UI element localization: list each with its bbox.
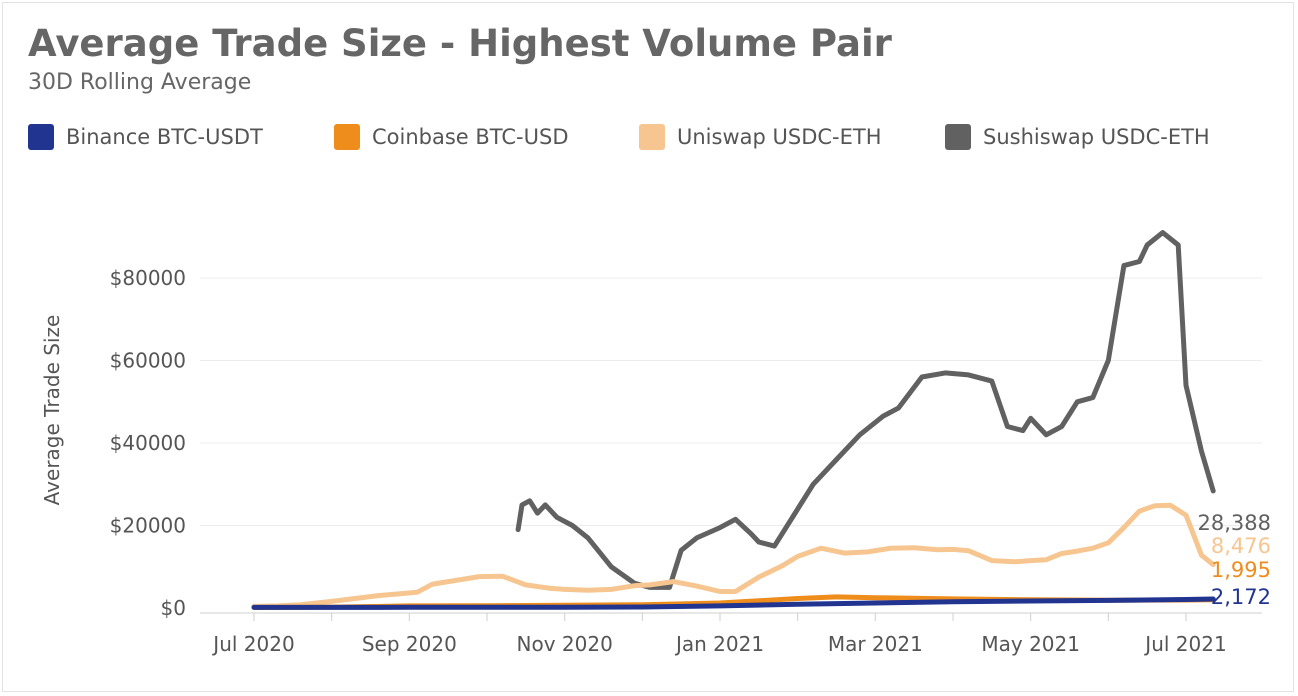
axis-layer: $0 $20000 $40000 $60000 $80000 Average Trade … [40, 266, 1262, 656]
legend-swatch-sushiswap [945, 124, 971, 150]
x-tick-label: Jul 2020 [211, 632, 294, 656]
y-tick-label: $0 [161, 596, 186, 620]
chart-subtitle: 30D Rolling Average [28, 70, 252, 95]
end-label-uniswap: 8,476 [1211, 534, 1271, 558]
end-label-sushiswap: 28,388 [1198, 511, 1271, 535]
x-tick-label: Jan 2021 [674, 632, 764, 656]
series-line-sushiswap[interactable] [515, 230, 1216, 590]
legend-label-sushiswap: Sushiswap USDC-ETH [983, 125, 1210, 149]
y-axis-title: Average Trade Size [40, 315, 64, 506]
x-tick-label: Jul 2021 [1143, 632, 1226, 656]
series-layer [251, 230, 1216, 610]
y-tick-label: $20000 [110, 514, 186, 538]
y-tick-label: $80000 [110, 266, 186, 290]
legend-swatch-binance [28, 124, 54, 150]
legend-label-binance: Binance BTC-USDT [66, 125, 263, 149]
legend-item-uniswap[interactable]: Uniswap USDC-ETH [639, 120, 882, 154]
legend-swatch-uniswap [639, 124, 665, 150]
legend-item-sushiswap[interactable]: Sushiswap USDC-ETH [945, 120, 1210, 154]
end-label-coinbase: 1,995 [1211, 558, 1271, 582]
x-tick-label: May 2021 [981, 632, 1080, 656]
series-line-uniswap[interactable] [251, 502, 1216, 609]
legend-item-binance[interactable]: Binance BTC-USDT [28, 120, 263, 154]
end-label-binance: 2,172 [1211, 585, 1271, 609]
x-tick-label: Sep 2020 [362, 632, 457, 656]
chart-title: Average Trade Size - Highest Volume Pair [28, 22, 892, 65]
grid-layer [200, 277, 1262, 526]
x-tick-label: Mar 2021 [828, 632, 923, 656]
x-tick-label: Nov 2020 [517, 632, 613, 656]
series-line-binance[interactable] [251, 596, 1216, 610]
legend-item-coinbase[interactable]: Coinbase BTC-USD [334, 120, 569, 154]
legend-label-coinbase: Coinbase BTC-USD [372, 125, 569, 149]
y-tick-label: $60000 [110, 349, 186, 373]
legend-label-uniswap: Uniswap USDC-ETH [677, 125, 882, 149]
y-tick-label: $40000 [110, 431, 186, 455]
legend-swatch-coinbase [334, 124, 360, 150]
